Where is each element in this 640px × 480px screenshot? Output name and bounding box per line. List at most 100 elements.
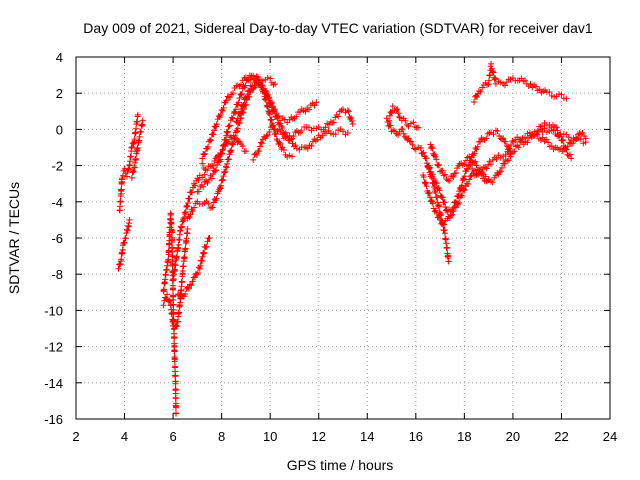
data-point [221, 142, 228, 149]
data-point [194, 175, 201, 182]
data-point [208, 175, 215, 182]
data-point [123, 173, 130, 180]
data-point [564, 143, 571, 150]
data-point [406, 138, 413, 145]
data-point [449, 211, 456, 218]
data-point [466, 176, 473, 183]
series-arc-14 [386, 103, 422, 131]
data-point [239, 103, 246, 110]
data-point [278, 146, 285, 153]
data-point [200, 183, 207, 190]
data-point [333, 112, 340, 119]
data-point [206, 235, 213, 241]
data-point [509, 137, 516, 144]
data-point [437, 216, 444, 223]
data-point [335, 113, 342, 120]
data-point [134, 145, 141, 152]
data-point [512, 143, 519, 150]
data-point [173, 322, 180, 329]
data-point [204, 179, 211, 186]
data-point [467, 161, 474, 168]
data-point [558, 91, 565, 98]
data-point [227, 94, 234, 101]
data-point [389, 103, 396, 110]
data-point [348, 117, 355, 124]
data-point [566, 151, 573, 158]
data-point [165, 256, 172, 263]
y-tick-label: -16 [44, 412, 63, 427]
data-point [439, 167, 446, 174]
data-point [225, 138, 232, 145]
data-point [118, 186, 125, 193]
data-point [186, 195, 193, 202]
data-point [509, 149, 516, 156]
data-point [257, 139, 264, 146]
data-point [227, 133, 234, 140]
data-point [217, 150, 224, 157]
data-point [423, 155, 430, 162]
data-point [238, 91, 245, 98]
data-point [126, 216, 133, 223]
data-point [554, 127, 561, 134]
data-point [168, 220, 175, 227]
data-point [207, 137, 214, 144]
data-point [180, 216, 187, 223]
data-point [129, 169, 136, 176]
data-point [441, 221, 448, 228]
data-point [441, 171, 448, 178]
data-point [488, 161, 495, 168]
data-point [292, 142, 299, 149]
data-point [472, 167, 479, 174]
data-point [236, 95, 243, 102]
data-point [461, 161, 468, 168]
data-point [172, 395, 179, 402]
data-point [384, 118, 391, 125]
data-point [219, 146, 226, 153]
data-point [234, 125, 241, 132]
data-point [131, 136, 138, 143]
data-point [269, 99, 276, 106]
data-point [458, 192, 465, 199]
data-point [257, 82, 264, 89]
data-point [461, 176, 468, 183]
data-point [520, 141, 527, 148]
data-point [471, 98, 478, 105]
data-point [199, 160, 206, 167]
data-point [348, 114, 355, 121]
data-point [309, 138, 316, 145]
data-point [436, 187, 443, 194]
data-point [224, 160, 231, 167]
data-point [217, 112, 224, 119]
data-point [220, 173, 227, 180]
data-point [184, 200, 191, 207]
data-point [401, 133, 408, 140]
data-point [274, 114, 281, 121]
data-point [201, 151, 208, 158]
data-point [272, 106, 279, 113]
data-point [460, 186, 467, 193]
data-point [219, 176, 226, 183]
series-arc-11 [233, 80, 320, 126]
data-point [545, 139, 552, 146]
data-point [252, 74, 259, 81]
data-point [189, 278, 196, 285]
data-point [485, 161, 492, 168]
data-point [198, 257, 205, 264]
data-point [173, 410, 180, 417]
data-point [467, 173, 474, 180]
data-point [280, 147, 287, 154]
data-point [288, 136, 295, 143]
data-point [457, 192, 464, 199]
data-point [440, 172, 447, 179]
data-point [438, 193, 445, 200]
data-point [117, 198, 124, 205]
data-point [206, 176, 213, 183]
data-point [196, 265, 203, 272]
data-point [198, 258, 205, 265]
data-point [452, 204, 459, 211]
data-point [573, 136, 580, 143]
data-point [306, 124, 313, 131]
data-point [231, 108, 238, 115]
data-point [219, 107, 226, 114]
